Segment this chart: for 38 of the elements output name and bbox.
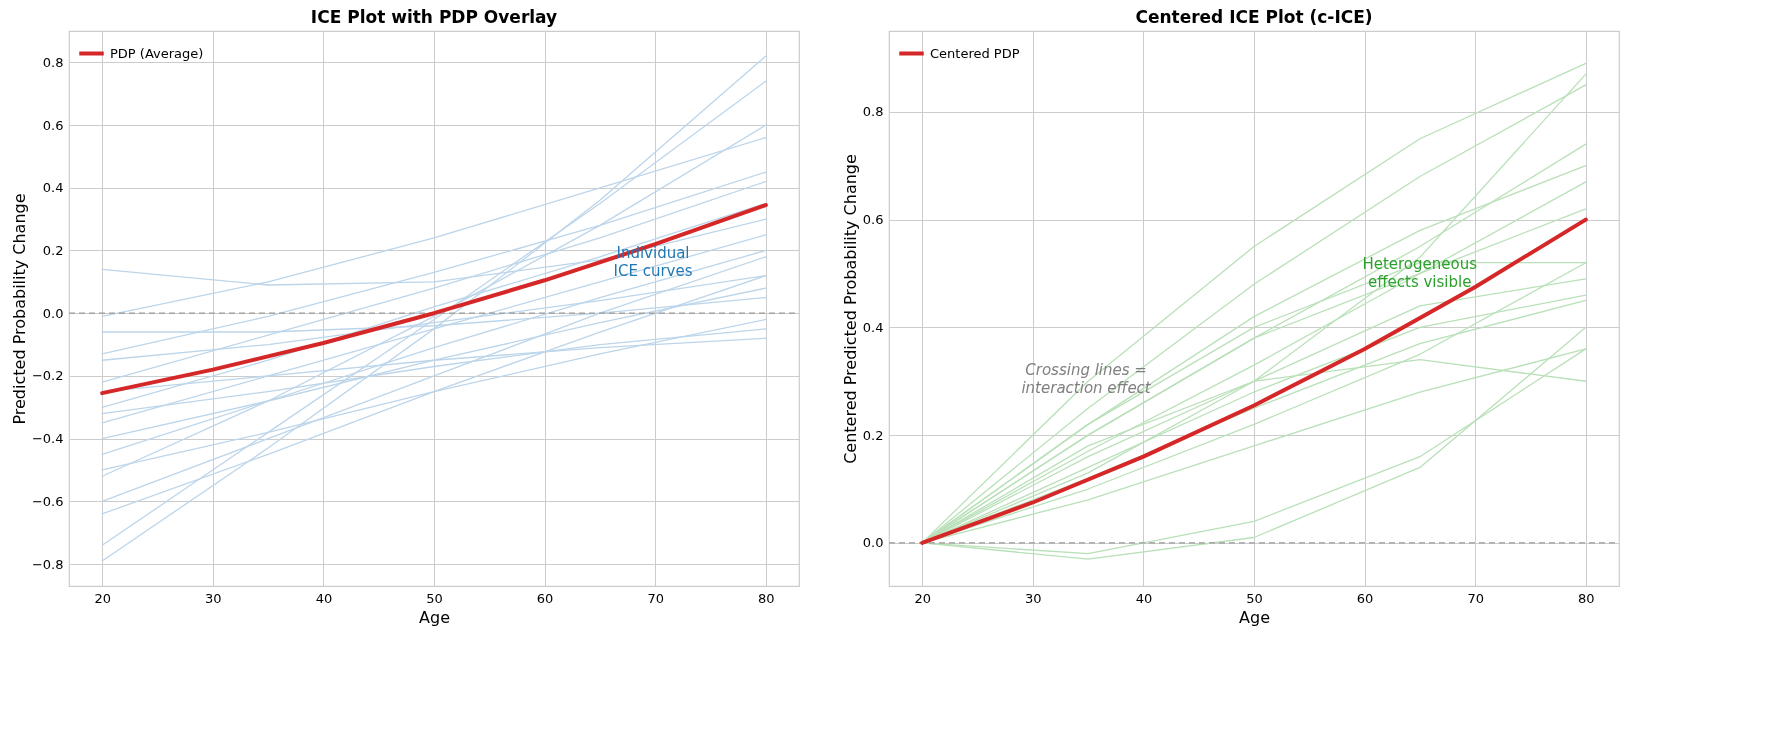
annotation: Crossing lines = interaction effect	[1021, 360, 1152, 397]
x-tick-label: 60	[1356, 590, 1374, 606]
y-tick-label: −0.6	[31, 493, 64, 509]
x-tick-label: 70	[1467, 590, 1484, 606]
x-axis-title: Age	[419, 607, 450, 627]
chart-title: Centered ICE Plot (c-ICE)	[1135, 7, 1373, 27]
y-tick-label: −0.2	[31, 368, 64, 384]
x-tick-label: 30	[1025, 590, 1042, 606]
legend-label: PDP (Average)	[110, 45, 204, 61]
y-tick-label: 0.8	[862, 104, 884, 120]
y-tick-label: 0.0	[862, 535, 884, 551]
chart-title: ICE Plot with PDP Overlay	[310, 7, 558, 27]
x-tick-label: 60	[536, 590, 554, 606]
x-tick-label: 80	[1578, 590, 1595, 606]
y-tick-label: 0.2	[862, 427, 884, 443]
x-tick-label: 70	[647, 590, 664, 606]
y-tick-label: −0.4	[31, 431, 64, 447]
y-axis-title: Centered Predicted Probability Change	[840, 154, 860, 464]
legend-label: Centered PDP	[930, 45, 1020, 61]
y-tick-label: −0.8	[31, 556, 64, 572]
x-tick-label: 40	[315, 590, 333, 606]
y-tick-label: 0.6	[42, 117, 64, 133]
x-tick-label: 40	[1135, 590, 1153, 606]
y-tick-label: 0.6	[862, 212, 884, 228]
y-tick-label: 0.2	[42, 242, 64, 258]
x-tick-label: 20	[94, 590, 111, 606]
x-tick-label: 50	[426, 590, 443, 606]
x-tick-label: 20	[914, 590, 931, 606]
y-axis-title: Predicted Probability Change	[9, 193, 29, 425]
x-tick-label: 50	[1246, 590, 1263, 606]
y-tick-label: 0.4	[42, 180, 64, 196]
x-tick-label: 30	[205, 590, 222, 606]
x-axis-title: Age	[1239, 607, 1270, 627]
y-tick-label: 0.0	[42, 305, 64, 321]
y-tick-label: 0.4	[862, 319, 884, 335]
annotation: Heterogeneous effects visible	[1362, 255, 1478, 292]
y-tick-label: 0.8	[42, 54, 64, 70]
x-tick-label: 80	[758, 590, 775, 606]
